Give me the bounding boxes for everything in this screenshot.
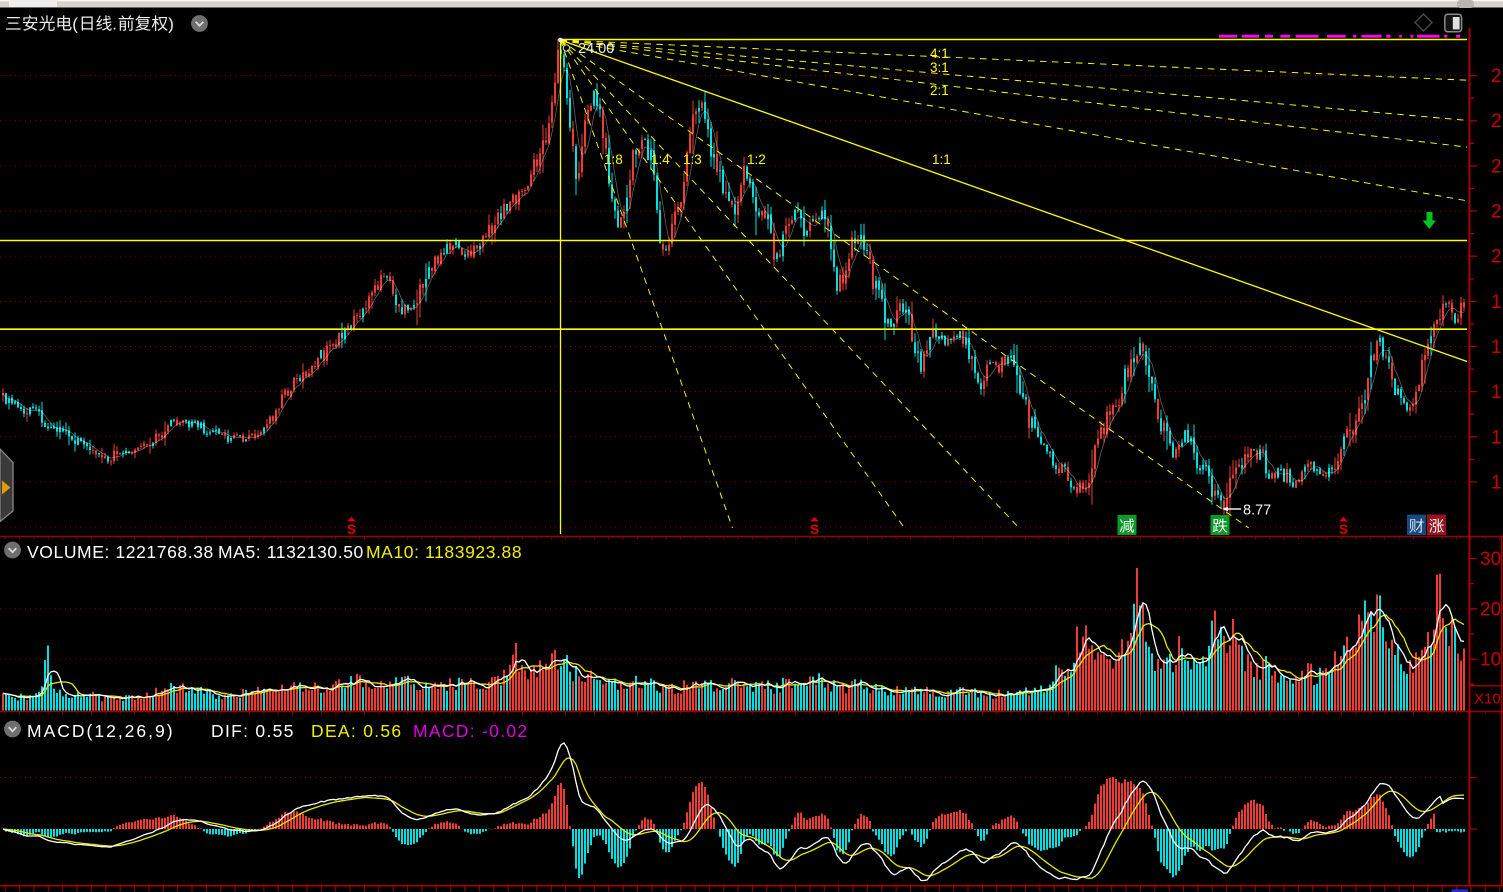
svg-text:MACD: -0.02: MACD: -0.02 bbox=[413, 721, 528, 741]
svg-text:1: 1 bbox=[1491, 337, 1502, 358]
svg-text:2: 2 bbox=[1491, 202, 1502, 223]
svg-text:1:4: 1:4 bbox=[651, 152, 670, 167]
svg-text:S: S bbox=[810, 522, 819, 537]
svg-text:2: 2 bbox=[1491, 111, 1502, 132]
svg-text:(: ( bbox=[72, 15, 78, 34]
svg-text:3:1: 3:1 bbox=[930, 60, 949, 75]
svg-text:1:2: 1:2 bbox=[747, 152, 766, 167]
svg-text:2:1: 2:1 bbox=[930, 83, 949, 98]
svg-text:2: 2 bbox=[1491, 66, 1502, 87]
svg-text:S: S bbox=[1339, 522, 1348, 537]
svg-text:MACD(12,26,9): MACD(12,26,9) bbox=[27, 721, 175, 741]
svg-text:1: 1 bbox=[1491, 292, 1502, 313]
svg-text:4:1: 4:1 bbox=[930, 46, 949, 61]
svg-text:VOLUME: 1221768.38: VOLUME: 1221768.38 bbox=[27, 542, 214, 562]
svg-text:24.00: 24.00 bbox=[578, 41, 614, 57]
svg-text:1: 1 bbox=[1491, 472, 1502, 493]
svg-text:): ) bbox=[168, 15, 174, 34]
svg-text:2: 2 bbox=[1491, 247, 1502, 268]
svg-text:30: 30 bbox=[1480, 549, 1501, 570]
svg-text:1:8: 1:8 bbox=[604, 152, 623, 167]
svg-text:20: 20 bbox=[1480, 599, 1501, 620]
svg-text:MA10: 1183923.88: MA10: 1183923.88 bbox=[366, 542, 522, 562]
svg-text:1:1: 1:1 bbox=[932, 152, 951, 167]
svg-text:MA5: 1132130.50: MA5: 1132130.50 bbox=[218, 542, 364, 562]
svg-text:2: 2 bbox=[1491, 156, 1502, 177]
svg-text:DIF: 0.55: DIF: 0.55 bbox=[211, 721, 295, 741]
svg-text:1:3: 1:3 bbox=[683, 152, 702, 167]
svg-text:1: 1 bbox=[1491, 382, 1502, 403]
svg-text:DEA: 0.56: DEA: 0.56 bbox=[311, 721, 402, 741]
svg-text:8.77: 8.77 bbox=[1243, 503, 1271, 519]
svg-text:X10: X10 bbox=[1474, 691, 1501, 708]
svg-text:S: S bbox=[347, 522, 356, 537]
svg-text:10: 10 bbox=[1480, 650, 1501, 671]
svg-text:.: . bbox=[112, 15, 117, 34]
svg-text:1: 1 bbox=[1491, 427, 1502, 448]
